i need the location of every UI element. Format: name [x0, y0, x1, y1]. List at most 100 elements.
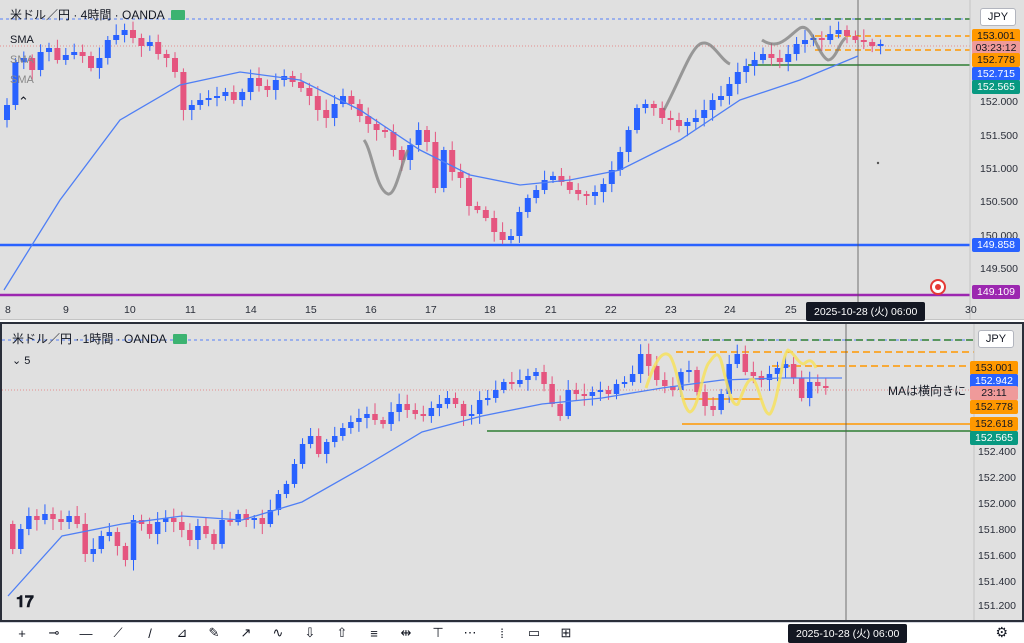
1h-candle — [412, 410, 418, 414]
1h-candle — [195, 526, 201, 540]
4h-candle — [524, 198, 531, 212]
4h-candle — [558, 176, 565, 182]
1h-candle — [259, 518, 266, 524]
4h-candle — [734, 72, 741, 84]
time-tick-label: 18 — [484, 304, 496, 316]
range-icon[interactable]: ⋯ — [463, 625, 477, 640]
indicator-label-sma[interactable]: SMA — [10, 34, 34, 46]
4h-candle — [827, 34, 834, 40]
1h-candle — [702, 392, 708, 406]
time-tick-label: 16 — [365, 304, 377, 316]
chart-pane-4h[interactable]: 米ドル／円 · 4時間 · OANDA SMA SMA SMA ⌃ JPY 15… — [0, 0, 1024, 321]
time-tick-label: 9 — [63, 304, 69, 316]
path-icon[interactable]: ∿ — [272, 625, 284, 640]
currency-selector[interactable]: JPY — [978, 330, 1014, 348]
1h-candle — [74, 516, 80, 524]
chevron-up-icon[interactable]: ⌃ — [18, 94, 29, 109]
1h-candle — [162, 518, 169, 522]
4h-candle — [398, 150, 405, 160]
4h-candle — [46, 48, 52, 52]
arrow-down-icon[interactable]: ⇩ — [304, 625, 316, 640]
measure-icon[interactable]: ⇹ — [400, 625, 412, 640]
1h-candle — [10, 524, 16, 549]
crop-icon[interactable]: ⊞ — [560, 625, 572, 640]
crosshair-icon[interactable]: + — [18, 625, 26, 641]
price-tag: 152.715 — [972, 67, 1020, 81]
indicator-label-sma[interactable]: SMA — [10, 54, 34, 66]
time-tick-label: 23 — [665, 304, 677, 316]
dot-marker — [876, 161, 880, 165]
4h-candle — [314, 96, 321, 110]
1h-candle — [227, 520, 233, 522]
4h-candle — [566, 182, 573, 190]
1h-candle — [573, 390, 579, 394]
horizontal-line-icon[interactable]: — — [79, 625, 93, 641]
indicator-label-sma[interactable]: SMA — [10, 74, 34, 86]
1h-candle — [766, 374, 773, 380]
1h-candle — [815, 382, 821, 386]
comment-icon[interactable]: ▭ — [527, 625, 541, 640]
line-icon[interactable]: / — [148, 625, 152, 641]
1h-candle — [299, 444, 306, 464]
1h-candle — [364, 414, 370, 418]
4h-candle — [802, 40, 808, 44]
candlestick-chart-1h[interactable] — [2, 324, 1022, 620]
1h-candle — [605, 390, 612, 394]
flag-icon[interactable] — [170, 9, 185, 20]
1h-candle — [806, 382, 813, 398]
1h-candle — [517, 380, 523, 384]
1h-candle — [678, 372, 684, 390]
1h-candle — [179, 522, 185, 530]
1h-candle — [323, 442, 330, 454]
4h-candle — [272, 80, 279, 90]
symbol-title: 米ドル／円 · 1時間 · OANDA — [12, 332, 167, 346]
moving-average-line — [3, 55, 859, 291]
4h-candle — [743, 66, 750, 72]
horizontal-ray-icon[interactable]: ⊸ — [48, 625, 60, 640]
dots-icon[interactable]: ⁞ — [500, 625, 504, 641]
4h-candle — [516, 212, 523, 236]
1h-candle — [758, 376, 765, 380]
arrow-icon[interactable]: ↗ — [240, 625, 252, 640]
4h-candle — [222, 92, 229, 96]
collapse-indicators-button[interactable]: ⌄ 5 — [12, 355, 31, 367]
1h-candle — [484, 398, 491, 400]
1h-candle — [549, 384, 555, 404]
flag-icon[interactable] — [172, 333, 187, 344]
1h-candle — [742, 354, 749, 372]
tradingview-logo-icon: 𝟏𝟕 — [16, 594, 34, 611]
4h-candle — [499, 232, 506, 240]
price-tick-label: 152.200 — [978, 472, 1016, 484]
annotation-text[interactable]: MAは横向きに — [888, 384, 967, 398]
time-tick-label: 21 — [545, 304, 557, 316]
channel-icon[interactable]: ⊿ — [176, 625, 188, 640]
4h-candle — [96, 58, 103, 68]
4h-candle — [768, 54, 775, 58]
1h-candle — [798, 378, 805, 398]
1h-candle — [428, 408, 435, 416]
currency-selector[interactable]: JPY — [980, 8, 1016, 26]
1h-candle — [541, 372, 547, 384]
indicator-count: 5 — [24, 355, 31, 367]
trend-icon[interactable]: ⟋ — [113, 625, 123, 640]
brush-icon[interactable]: ✎ — [208, 625, 220, 640]
list-icon[interactable]: ≡ — [370, 625, 378, 641]
arrow-up-icon[interactable]: ⇧ — [336, 625, 348, 640]
gear-icon[interactable]: ⚙ — [995, 624, 1008, 640]
1h-candle — [420, 414, 427, 416]
4h-candle — [869, 42, 876, 46]
1h-candle — [662, 380, 668, 386]
fib-icon[interactable]: ⊤ — [432, 625, 444, 640]
record-icon[interactable] — [930, 279, 946, 295]
1h-candle — [501, 382, 507, 390]
crosshair-date-label: 2025-10-28 (火) 06:00 — [806, 302, 926, 321]
4h-candle — [541, 180, 548, 190]
chart-pane-1h[interactable]: 米ドル／円 · 1時間 · OANDA ⌄ 5 JPY MAは横向きに 152.… — [0, 322, 1024, 638]
4h-candle — [298, 82, 304, 88]
price-tag: 149.858 — [972, 238, 1020, 252]
candlestick-chart-4h[interactable] — [0, 0, 1024, 320]
time-tick-label: 8 — [5, 304, 11, 316]
time-tick-label: 17 — [425, 304, 437, 316]
4h-candle — [844, 30, 850, 36]
4h-candle — [424, 130, 430, 142]
